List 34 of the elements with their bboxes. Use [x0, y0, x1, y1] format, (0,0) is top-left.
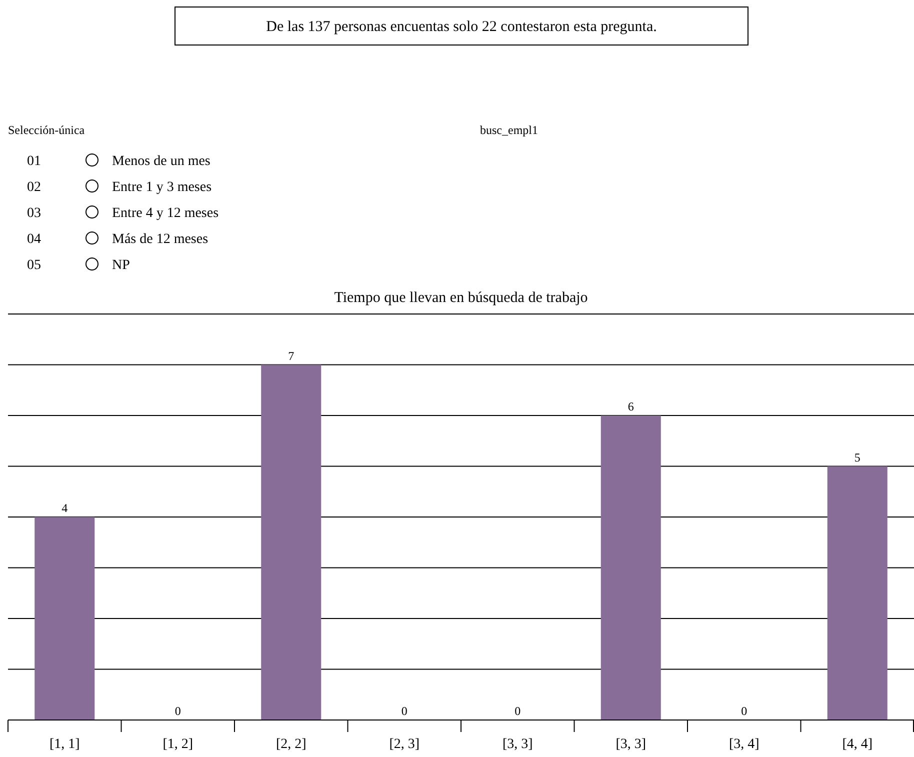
x-tick-label: [2, 2]	[276, 737, 306, 752]
x-tick-label: [4, 4]	[842, 737, 873, 752]
text: 01	[27, 154, 41, 169]
text: Menos de un mes	[112, 154, 210, 169]
data-label: 5	[854, 450, 860, 464]
text: 03	[27, 206, 41, 221]
x-tick-label: [3, 3]	[502, 737, 533, 752]
bar	[827, 466, 888, 720]
x-tick-label: [3, 4]	[728, 737, 760, 752]
data-label: 4	[62, 501, 68, 515]
x-tick-label: [2, 3]	[389, 737, 420, 752]
x-tick-label: [1, 1]	[49, 737, 80, 752]
data-label: 7	[288, 348, 294, 363]
data-label: 0	[401, 704, 408, 718]
bar	[600, 416, 661, 720]
bar	[34, 517, 95, 720]
data-label: 0	[174, 704, 181, 718]
x-tick-label: [1, 2]	[162, 737, 194, 752]
text: De las 137 personas encuentas solo 22 contestaron esta pregunta.	[266, 19, 657, 35]
chart-title: Tiempo que llevan en búsqueda de trabajo	[334, 290, 588, 306]
data-label: 6	[628, 400, 634, 414]
text: Entre 4 y 12 meses	[112, 206, 219, 221]
text: Más de 12 meses	[112, 232, 208, 247]
text: NP	[112, 258, 130, 273]
text: Entre 1 y 3 meses	[112, 180, 212, 195]
data-label: 0	[514, 704, 521, 718]
x-tick-label: [3, 3]	[616, 737, 646, 752]
text: 02	[27, 180, 41, 195]
text: Selección-única	[8, 123, 86, 137]
text: busc_empl1	[480, 123, 538, 137]
bar	[261, 364, 322, 720]
text: 05	[27, 258, 41, 273]
data-label: 0	[741, 704, 748, 718]
text: 04	[27, 232, 41, 247]
